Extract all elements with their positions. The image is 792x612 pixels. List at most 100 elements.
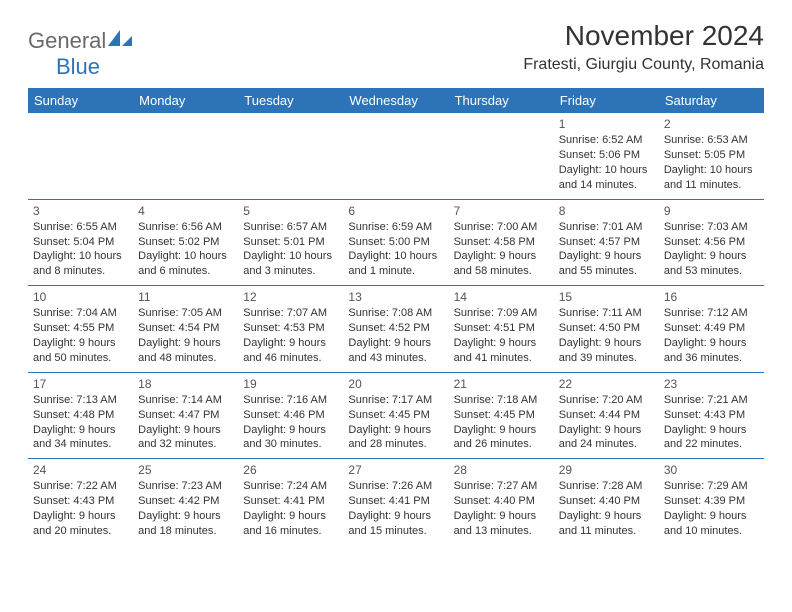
day-cell: 15Sunrise: 7:11 AMSunset: 4:50 PMDayligh…: [554, 286, 659, 373]
daylight-text: and 15 minutes.: [348, 524, 443, 539]
daylight-text: Daylight: 9 hours: [664, 509, 759, 524]
day-cell: 6Sunrise: 6:59 AMSunset: 5:00 PMDaylight…: [343, 199, 448, 286]
day-number: 30: [664, 462, 759, 478]
daylight-text: and 39 minutes.: [559, 351, 654, 366]
day-cell: 29Sunrise: 7:28 AMSunset: 4:40 PMDayligh…: [554, 459, 659, 545]
day-cell: 1Sunrise: 6:52 AMSunset: 5:06 PMDaylight…: [554, 113, 659, 199]
daylight-text: and 6 minutes.: [138, 264, 233, 279]
daylight-text: Daylight: 10 hours: [348, 249, 443, 264]
sunset-text: Sunset: 4:41 PM: [348, 494, 443, 509]
daylight-text: Daylight: 9 hours: [454, 249, 549, 264]
sunset-text: Sunset: 4:45 PM: [348, 408, 443, 423]
empty-cell: [133, 113, 238, 199]
day-number: 14: [454, 289, 549, 305]
daylight-text: and 20 minutes.: [33, 524, 128, 539]
sunset-text: Sunset: 5:04 PM: [33, 235, 128, 250]
day-number: 16: [664, 289, 759, 305]
daylight-text: and 32 minutes.: [138, 437, 233, 452]
daylight-text: Daylight: 10 hours: [559, 163, 654, 178]
daylight-text: Daylight: 9 hours: [454, 423, 549, 438]
weekday-thursday: Thursday: [449, 88, 554, 113]
daylight-text: and 46 minutes.: [243, 351, 338, 366]
day-number: 1: [559, 116, 654, 132]
sunrise-text: Sunrise: 7:24 AM: [243, 479, 338, 494]
sunset-text: Sunset: 5:01 PM: [243, 235, 338, 250]
day-cell: 28Sunrise: 7:27 AMSunset: 4:40 PMDayligh…: [449, 459, 554, 545]
daylight-text: Daylight: 9 hours: [33, 423, 128, 438]
day-cell: 9Sunrise: 7:03 AMSunset: 4:56 PMDaylight…: [659, 199, 764, 286]
day-number: 13: [348, 289, 443, 305]
daylight-text: and 8 minutes.: [33, 264, 128, 279]
daylight-text: and 41 minutes.: [454, 351, 549, 366]
sunset-text: Sunset: 4:39 PM: [664, 494, 759, 509]
sunset-text: Sunset: 5:02 PM: [138, 235, 233, 250]
day-number: 26: [243, 462, 338, 478]
day-number: 8: [559, 203, 654, 219]
day-cell: 13Sunrise: 7:08 AMSunset: 4:52 PMDayligh…: [343, 286, 448, 373]
logo-text: General Blue: [28, 28, 134, 80]
daylight-text: Daylight: 9 hours: [559, 336, 654, 351]
sunset-text: Sunset: 4:57 PM: [559, 235, 654, 250]
daylight-text: Daylight: 9 hours: [243, 509, 338, 524]
day-number: 6: [348, 203, 443, 219]
day-cell: 10Sunrise: 7:04 AMSunset: 4:55 PMDayligh…: [28, 286, 133, 373]
sunrise-text: Sunrise: 7:07 AM: [243, 306, 338, 321]
day-number: 17: [33, 376, 128, 392]
daylight-text: and 13 minutes.: [454, 524, 549, 539]
sunset-text: Sunset: 4:43 PM: [664, 408, 759, 423]
sunrise-text: Sunrise: 7:03 AM: [664, 220, 759, 235]
daylight-text: Daylight: 9 hours: [454, 336, 549, 351]
sunrise-text: Sunrise: 7:09 AM: [454, 306, 549, 321]
sunset-text: Sunset: 4:45 PM: [454, 408, 549, 423]
daylight-text: and 1 minute.: [348, 264, 443, 279]
week-row: 10Sunrise: 7:04 AMSunset: 4:55 PMDayligh…: [28, 286, 764, 373]
sail-icon: [106, 28, 134, 48]
day-number: 24: [33, 462, 128, 478]
sunset-text: Sunset: 4:53 PM: [243, 321, 338, 336]
daylight-text: Daylight: 9 hours: [243, 423, 338, 438]
sunrise-text: Sunrise: 6:52 AM: [559, 133, 654, 148]
day-cell: 22Sunrise: 7:20 AMSunset: 4:44 PMDayligh…: [554, 372, 659, 459]
sunset-text: Sunset: 5:00 PM: [348, 235, 443, 250]
sunset-text: Sunset: 4:44 PM: [559, 408, 654, 423]
daylight-text: and 28 minutes.: [348, 437, 443, 452]
sunrise-text: Sunrise: 7:14 AM: [138, 393, 233, 408]
week-row: 1Sunrise: 6:52 AMSunset: 5:06 PMDaylight…: [28, 113, 764, 199]
day-cell: 4Sunrise: 6:56 AMSunset: 5:02 PMDaylight…: [133, 199, 238, 286]
day-cell: 19Sunrise: 7:16 AMSunset: 4:46 PMDayligh…: [238, 372, 343, 459]
sunrise-text: Sunrise: 6:57 AM: [243, 220, 338, 235]
daylight-text: Daylight: 9 hours: [559, 249, 654, 264]
weekday-header: SundayMondayTuesdayWednesdayThursdayFrid…: [28, 88, 764, 113]
sunset-text: Sunset: 4:41 PM: [243, 494, 338, 509]
day-number: 9: [664, 203, 759, 219]
day-number: 22: [559, 376, 654, 392]
sunrise-text: Sunrise: 6:55 AM: [33, 220, 128, 235]
daylight-text: and 24 minutes.: [559, 437, 654, 452]
sunrise-text: Sunrise: 6:59 AM: [348, 220, 443, 235]
day-number: 10: [33, 289, 128, 305]
day-cell: 8Sunrise: 7:01 AMSunset: 4:57 PMDaylight…: [554, 199, 659, 286]
daylight-text: Daylight: 9 hours: [559, 509, 654, 524]
day-number: 18: [138, 376, 233, 392]
sunset-text: Sunset: 4:42 PM: [138, 494, 233, 509]
daylight-text: and 10 minutes.: [664, 524, 759, 539]
day-cell: 5Sunrise: 6:57 AMSunset: 5:01 PMDaylight…: [238, 199, 343, 286]
day-number: 11: [138, 289, 233, 305]
weekday-friday: Friday: [554, 88, 659, 113]
sunrise-text: Sunrise: 7:12 AM: [664, 306, 759, 321]
day-cell: 25Sunrise: 7:23 AMSunset: 4:42 PMDayligh…: [133, 459, 238, 545]
weekday-saturday: Saturday: [659, 88, 764, 113]
sunrise-text: Sunrise: 7:16 AM: [243, 393, 338, 408]
sunset-text: Sunset: 4:40 PM: [559, 494, 654, 509]
title-block: November 2024 Fratesti, Giurgiu County, …: [523, 20, 764, 74]
day-number: 20: [348, 376, 443, 392]
day-number: 21: [454, 376, 549, 392]
daylight-text: and 26 minutes.: [454, 437, 549, 452]
sunset-text: Sunset: 4:55 PM: [33, 321, 128, 336]
weekday-tuesday: Tuesday: [238, 88, 343, 113]
sunrise-text: Sunrise: 7:27 AM: [454, 479, 549, 494]
daylight-text: Daylight: 9 hours: [348, 423, 443, 438]
daylight-text: Daylight: 10 hours: [664, 163, 759, 178]
day-cell: 11Sunrise: 7:05 AMSunset: 4:54 PMDayligh…: [133, 286, 238, 373]
daylight-text: and 3 minutes.: [243, 264, 338, 279]
